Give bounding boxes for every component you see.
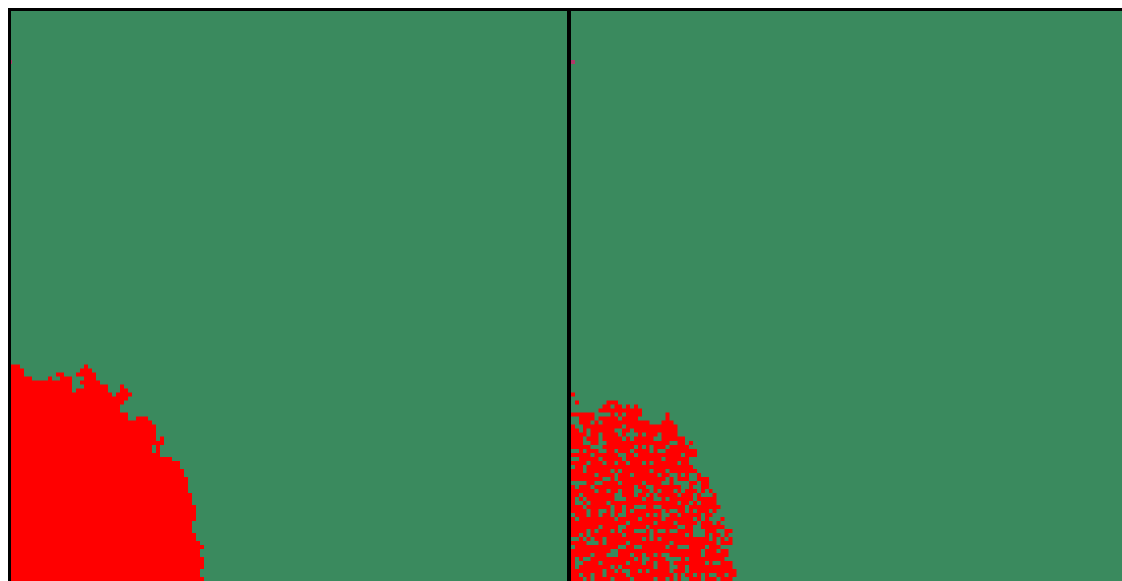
left-border bbox=[8, 8, 11, 581]
top-border bbox=[8, 8, 1122, 11]
map-canvas-right bbox=[571, 8, 1122, 581]
classification-map-left bbox=[8, 8, 568, 581]
map-canvas-left bbox=[8, 8, 568, 581]
classification-map-right bbox=[571, 8, 1122, 581]
panel-divider bbox=[567, 8, 571, 581]
